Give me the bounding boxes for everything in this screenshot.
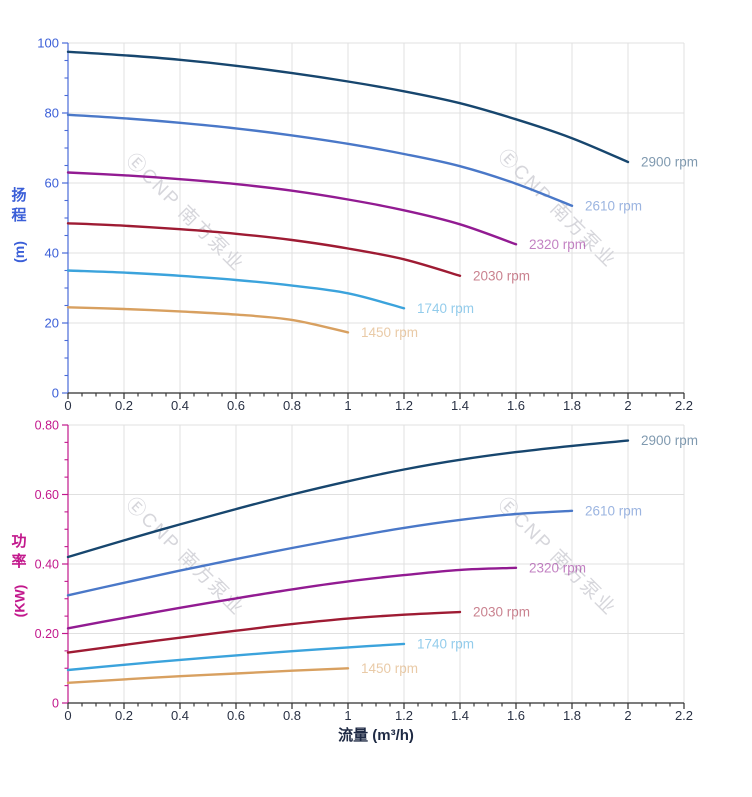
y-tick-label: 0.80 [35,419,59,433]
curve-label-1740-rpm: 1740 rpm [417,301,474,316]
x-tick-label: 1 [344,398,351,413]
curve-2030-rpm [66,610,462,654]
curve-label-2030-rpm: 2030 rpm [473,268,530,283]
grid [68,42,685,393]
y-axis: 0 0.20 0.40 0.60 0.80 [35,419,69,711]
x-tick-label: 1.4 [451,708,469,723]
x-tick-label: 0.2 [115,398,133,413]
curve-label-2030-rpm: 2030 rpm [473,604,530,619]
x-tick-label: 1.4 [451,398,469,413]
x-tick-label: 0 [64,708,71,723]
curve-1740-rpm [66,642,406,672]
curve-label-1450-rpm: 1450 rpm [361,325,418,340]
x-tick-label: 1 [344,708,351,723]
curve-label-2610-rpm: 2610 rpm [585,198,642,213]
curve-1450-rpm [66,667,350,684]
y-tick-label: 0.20 [35,627,59,641]
y-tick-label: 0.60 [35,488,59,502]
x-tick-label: 1.6 [507,398,525,413]
head-axis-unit: (m) [11,241,27,263]
y-tick-label: 60 [45,176,59,191]
grid [68,424,685,703]
curve-label-1450-rpm: 1450 rpm [361,661,418,676]
x-tick-label: 0.4 [171,708,189,723]
x-tick-label: 0.8 [283,708,301,723]
y-tick-label: 0.40 [35,558,59,572]
curve-label-2610-rpm: 2610 rpm [585,503,642,518]
y-tick-label: 20 [45,316,59,331]
curve-label-2900-rpm: 2900 rpm [641,155,698,170]
curve-1740-rpm [66,269,406,310]
watermark-text: ⒺCNP 南方泵业 [121,149,248,276]
watermark-text: ⒺCNP 南方泵业 [121,493,248,620]
x-tick-label: 0.4 [171,398,189,413]
curve-2320-rpm [66,171,518,246]
power-axis-unit: (KW) [11,584,27,618]
curve-label-2900-rpm: 2900 rpm [641,433,698,448]
x-tick-label: 2 [624,708,631,723]
x-tick-label: 1.2 [395,398,413,413]
curve-2320-rpm [66,566,518,630]
curve-label-1740-rpm: 1740 rpm [417,636,474,651]
x-tick-label: 0.2 [115,708,133,723]
x-axis: 0 0.2 0.4 0.6 0.8 1 1.2 1.4 1.6 1.8 2 2.2 [64,702,693,723]
x-tick-label: 0.6 [227,398,245,413]
head-axis-title: 扬 程 (m) [6,186,32,278]
power-axis-title: 功 率 (KW) [6,532,32,630]
x-tick-label: 2.2 [675,398,693,413]
y-tick-label: 0 [52,386,59,401]
power-axis-char1: 功 [11,533,27,550]
y-axis: 0 20 40 60 80 100 [37,36,69,401]
curve-label-2320-rpm: 2320 rpm [529,560,586,575]
curve-2610-rpm [66,509,574,597]
y-tick-label: 0 [52,697,59,711]
x-tick-label: 2 [624,398,631,413]
curve-2610-rpm [66,113,574,207]
x-tick-label: 0.6 [227,708,245,723]
y-tick-label: 80 [45,106,59,121]
x-tick-label: 1.8 [563,398,581,413]
head-axis-char1: 扬 [11,187,27,204]
curve-2030-rpm [66,222,462,277]
y-tick-label: 100 [37,36,59,51]
x-axis: 0 0.2 0.4 0.6 0.8 1 1.2 1.4 1.6 1.8 2 2.2 [64,392,693,413]
curve-2900-rpm [66,439,630,559]
power-axis-char2: 率 [11,553,27,570]
curve-2900-rpm [66,50,630,164]
curve-1450-rpm [66,306,350,334]
x-tick-label: 0.8 [283,398,301,413]
flow-axis-title: 流量 (m³/h) [338,727,414,744]
x-tick-label: 0 [64,398,71,413]
curve-label-2320-rpm: 2320 rpm [529,237,586,252]
x-tick-label: 1.8 [563,708,581,723]
y-tick-label: 40 [45,246,59,261]
x-tick-label: 1.6 [507,708,525,723]
x-tick-label: 1.2 [395,708,413,723]
head-axis-char2: 程 [11,207,27,224]
x-tick-label: 2.2 [675,708,693,723]
